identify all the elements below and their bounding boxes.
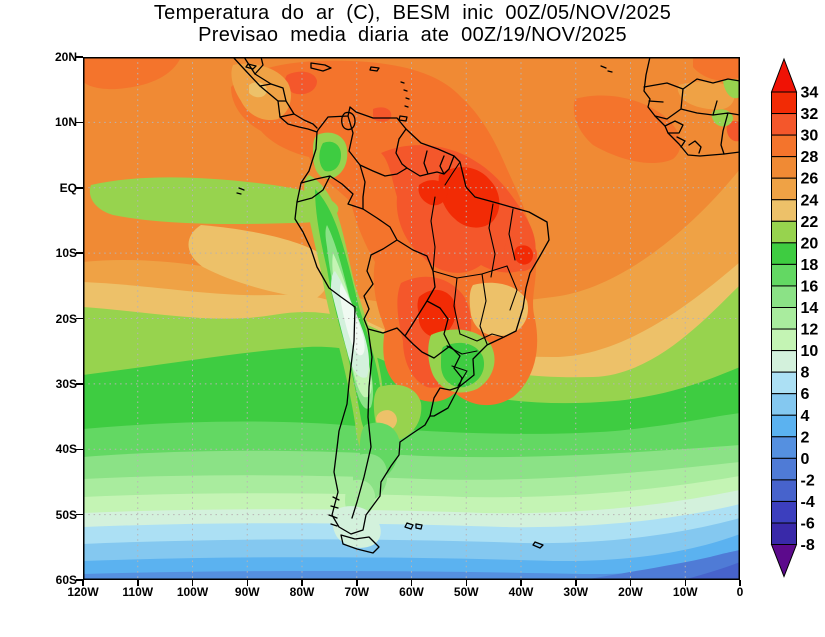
colorbar-level-label: 16	[801, 278, 819, 295]
colorbar-level-label: 30	[801, 128, 819, 145]
colorbar-segment	[772, 415, 797, 437]
colorbar-segment	[772, 286, 797, 308]
colorbar-level-label: -4	[801, 494, 815, 511]
lat-tick-mark	[76, 56, 83, 58]
colorbar-segment	[772, 92, 797, 114]
lon-tick-mark	[411, 580, 413, 586]
colorbar-level-label: 14	[801, 300, 819, 317]
lon-tick-label: 110W	[122, 585, 153, 599]
lon-tick-label: 80W	[290, 585, 315, 599]
colorbar-level-label: 20	[801, 235, 819, 252]
lon-tick-label: 120W	[67, 585, 98, 599]
colorbar-segment	[772, 178, 797, 200]
lon-tick-mark	[466, 580, 468, 586]
map-plot-area	[83, 57, 740, 580]
lat-tick-label: 20S	[31, 312, 77, 326]
lon-tick-label: 50W	[454, 585, 479, 599]
colorbar-level-label: 10	[801, 343, 819, 360]
colorbar-level-label: 18	[801, 257, 819, 274]
lon-tick-mark	[739, 580, 741, 586]
colorbar-level-label: 4	[801, 408, 810, 425]
lat-tick-label: 20N	[31, 50, 77, 64]
lon-tick-label: 20W	[618, 585, 643, 599]
colorbar-level-label: 34	[801, 85, 819, 102]
lon-tick-mark	[520, 580, 522, 586]
lon-tick-mark	[192, 580, 194, 586]
chart-title-block: Temperatura do ar (C), BESM inic 00Z/05/…	[0, 2, 825, 46]
lat-tick-label: 10N	[31, 115, 77, 129]
colorbar-segment	[772, 437, 797, 459]
lon-tick-mark	[575, 580, 577, 586]
chart-title-line1: Temperatura do ar (C), BESM inic 00Z/05/…	[0, 2, 825, 24]
colorbar-segment	[772, 351, 797, 373]
chart-title-line2: Previsao media diaria ate 00Z/19/NOV/202…	[0, 24, 825, 46]
colorbar-level-label: 2	[801, 429, 810, 446]
lon-tick-label: 30W	[563, 585, 588, 599]
lat-tick-mark	[76, 187, 83, 189]
colorbar-level-label: -6	[801, 516, 815, 533]
colorbar-level-label: 28	[801, 149, 819, 166]
lat-tick-mark	[76, 318, 83, 320]
colorbar-level-label: 22	[801, 214, 819, 231]
colorbar-level-label: 8	[801, 365, 810, 382]
lon-tick-label: 100W	[177, 585, 208, 599]
colorbar-below-arrow	[772, 545, 797, 577]
lon-tick-label: 0	[737, 585, 744, 599]
lat-tick-mark	[76, 383, 83, 385]
colorbar-segment	[772, 200, 797, 222]
forecast-map-page: Temperatura do ar (C), BESM inic 00Z/05/…	[0, 0, 825, 637]
colorbar-level-label: 0	[801, 451, 810, 468]
lat-tick-label: 10S	[31, 246, 77, 260]
colorbar-segment	[772, 394, 797, 416]
colorbar-segment	[772, 243, 797, 265]
temperature-map	[83, 57, 740, 580]
colorbar-segment	[772, 221, 797, 243]
lon-tick-label: 70W	[344, 585, 369, 599]
lon-tick-mark	[630, 580, 632, 586]
lon-tick-mark	[82, 580, 84, 586]
colorbar-level-label: 12	[801, 322, 819, 339]
colorbar-level-label: -2	[801, 472, 815, 489]
lat-tick-label: 40S	[31, 442, 77, 456]
temperature-colorbar: 3432302826242220181614121086420-2-4-6-8	[766, 56, 825, 586]
lat-tick-label: 50S	[31, 508, 77, 522]
colorbar-level-label: 24	[801, 192, 819, 209]
lon-tick-label: 40W	[509, 585, 534, 599]
lat-tick-mark	[76, 514, 83, 516]
colorbar-level-label: -8	[801, 537, 815, 554]
lon-tick-mark	[247, 580, 249, 586]
colorbar-above-arrow	[772, 59, 797, 92]
lon-tick-label: 60W	[399, 585, 424, 599]
lon-tick-mark	[685, 580, 687, 586]
lat-tick-label: 30S	[31, 377, 77, 391]
lon-tick-label: 10W	[673, 585, 698, 599]
colorbar-segment	[772, 480, 797, 502]
lon-tick-mark	[356, 580, 358, 586]
colorbar-segment	[772, 157, 797, 179]
colorbar-segment	[772, 308, 797, 330]
lon-tick-mark	[137, 580, 139, 586]
lon-tick-label: 90W	[235, 585, 260, 599]
colorbar-level-label: 32	[801, 106, 819, 123]
colorbar-segment	[772, 372, 797, 394]
lat-tick-mark	[76, 122, 83, 124]
colorbar-segment	[772, 523, 797, 545]
colorbar-level-label: 26	[801, 171, 819, 188]
colorbar-level-label: 6	[801, 386, 810, 403]
lat-tick-mark	[76, 252, 83, 254]
colorbar-segment	[772, 135, 797, 157]
colorbar-segment	[772, 329, 797, 351]
colorbar-segment	[772, 114, 797, 136]
colorbar-segment	[772, 264, 797, 286]
colorbar-segment	[772, 458, 797, 480]
lon-tick-mark	[301, 580, 303, 586]
lat-tick-mark	[76, 449, 83, 451]
colorbar-segment	[772, 501, 797, 523]
lat-tick-label: EQ	[31, 181, 77, 195]
